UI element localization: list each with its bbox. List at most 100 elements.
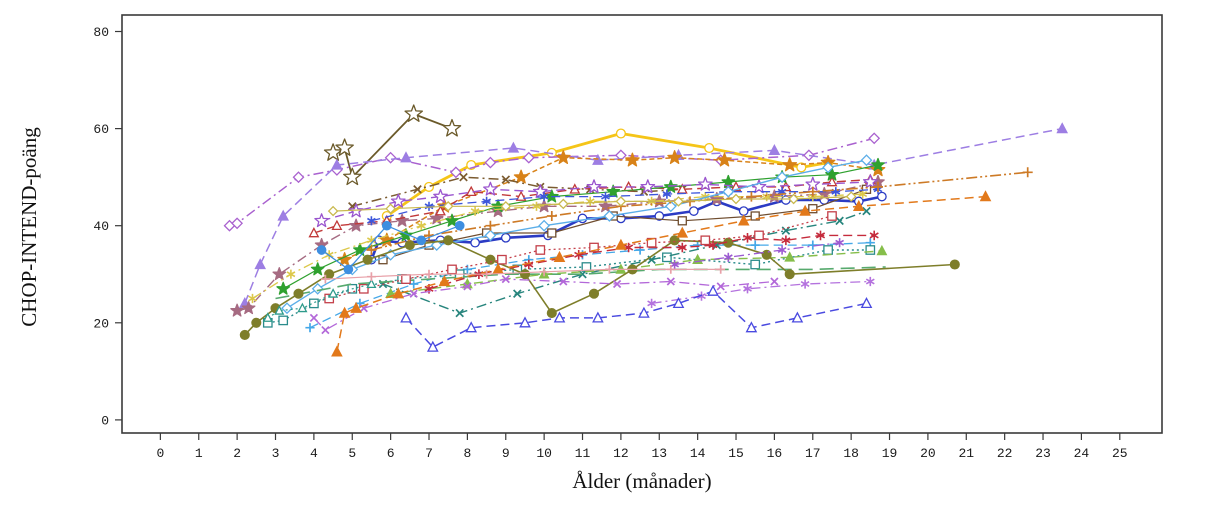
data-point-marker <box>721 174 736 188</box>
data-point-marker <box>424 201 434 211</box>
data-point-marker <box>409 279 419 289</box>
data-point-marker <box>670 259 680 270</box>
data-point-marker <box>331 158 343 170</box>
data-point-marker <box>423 181 435 192</box>
data-point-marker <box>676 226 689 238</box>
data-point-marker <box>808 204 818 214</box>
x-tick-label: 23 <box>1035 446 1051 461</box>
data-point-marker <box>278 315 289 326</box>
data-point-marker <box>835 216 844 226</box>
data-point-marker <box>433 188 448 203</box>
data-point-marker <box>559 277 568 286</box>
data-point-marker <box>807 186 818 197</box>
data-point-marker <box>500 232 511 243</box>
data-point-marker <box>277 209 290 221</box>
data-point-marker <box>305 323 315 333</box>
data-point-marker <box>865 245 876 255</box>
data-point-marker <box>482 196 492 206</box>
data-point-marker <box>513 169 529 184</box>
data-point-marker <box>254 258 267 270</box>
series-p27 <box>400 284 873 352</box>
data-point-marker <box>664 200 677 213</box>
data-point-marker <box>404 240 415 251</box>
x-tick-label: 9 <box>502 446 510 461</box>
data-point-marker <box>799 204 811 216</box>
data-point-marker <box>754 230 764 241</box>
data-point-marker <box>768 144 781 156</box>
data-point-marker <box>585 196 595 206</box>
data-point-marker <box>343 167 362 186</box>
y-axis-ticks: 0 20 40 60 80 <box>93 25 122 428</box>
data-point-marker <box>723 252 733 262</box>
data-point-marker <box>800 279 810 289</box>
data-point-marker <box>335 138 354 156</box>
data-point-marker <box>553 250 566 262</box>
data-point-marker <box>553 311 566 323</box>
data-point-marker <box>598 199 613 213</box>
data-point-marker <box>470 237 480 248</box>
data-point-marker <box>700 235 711 246</box>
x-tick-label: 8 <box>463 446 471 461</box>
data-point-marker <box>730 193 742 205</box>
data-point-marker <box>776 171 789 184</box>
data-point-marker <box>309 313 319 323</box>
data-point-marker <box>873 181 883 192</box>
data-point-marker <box>704 142 715 154</box>
data-point-marker <box>343 264 354 275</box>
data-point-marker <box>835 238 845 248</box>
data-point-marker <box>673 196 684 207</box>
data-point-marker <box>324 293 335 304</box>
data-point-marker <box>666 265 676 274</box>
data-point-marker <box>877 191 887 202</box>
data-point-marker <box>557 198 569 210</box>
data-point-marker <box>716 282 725 291</box>
x-tick-label: 15 <box>728 446 744 461</box>
series-line <box>229 137 875 227</box>
data-point-marker <box>310 262 325 276</box>
data-point-marker <box>366 245 377 255</box>
y-tick-label: 80 <box>93 25 109 40</box>
x-tick-label: 13 <box>651 446 667 461</box>
series-p24 <box>309 274 779 335</box>
x-tick-label: 1 <box>195 446 203 461</box>
x-tick-label: 2 <box>233 446 241 461</box>
data-point-marker <box>331 345 343 357</box>
data-point-marker <box>586 179 602 194</box>
x-tick-label: 25 <box>1112 446 1128 461</box>
data-point-marker <box>949 259 960 270</box>
data-point-marker <box>497 254 507 265</box>
data-point-marker <box>858 189 868 199</box>
data-point-marker <box>662 252 672 263</box>
data-point-marker <box>615 238 627 250</box>
data-point-marker <box>539 192 549 202</box>
data-point-marker <box>605 265 614 274</box>
series-line <box>244 127 1063 304</box>
x-tick-label: 6 <box>387 446 395 461</box>
x-tick-label: 10 <box>536 446 552 461</box>
data-point-marker <box>876 244 888 256</box>
data-point-marker <box>401 274 411 284</box>
data-point-marker <box>762 192 772 202</box>
series-line <box>333 196 852 212</box>
data-point-marker <box>308 227 320 238</box>
data-point-marker <box>588 288 600 299</box>
data-point-marker <box>647 298 657 308</box>
data-point-marker <box>513 289 522 298</box>
data-point-marker <box>424 230 434 241</box>
data-point-marker <box>328 288 339 298</box>
data-point-marker <box>366 278 377 289</box>
x-tick-label: 18 <box>843 446 859 461</box>
data-point-marker <box>688 206 699 216</box>
data-point-marker <box>717 152 732 167</box>
x-tick-label: 16 <box>767 446 783 461</box>
data-point-marker <box>601 192 610 202</box>
data-point-marker <box>482 269 491 279</box>
data-point-marker <box>770 277 779 286</box>
data-point-marker <box>638 306 650 318</box>
data-point-marker <box>777 245 787 255</box>
data-point-marker <box>697 291 706 301</box>
data-point-marker <box>606 184 621 198</box>
data-point-marker <box>442 200 454 212</box>
data-point-marker <box>314 213 329 228</box>
